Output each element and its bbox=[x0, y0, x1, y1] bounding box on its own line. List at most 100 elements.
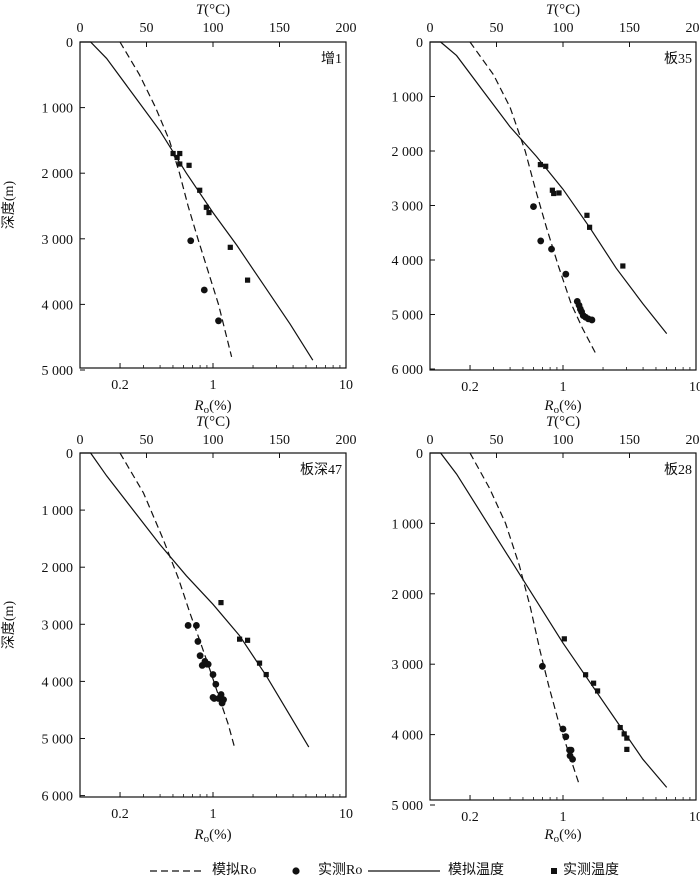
plot-frame bbox=[79, 452, 347, 798]
ro-tick-label: 1 bbox=[210, 807, 217, 822]
measured-ro-point bbox=[184, 622, 192, 629]
measured-temperature-point bbox=[186, 162, 192, 168]
temperature-tick-label: 150 bbox=[269, 433, 290, 448]
plot-frame bbox=[79, 41, 347, 369]
ro-axis-title-symbol: R bbox=[193, 398, 203, 414]
measured-temperature-point bbox=[237, 636, 243, 642]
temperature-axis-title-symbol: T bbox=[546, 2, 556, 18]
measured-temperature-point bbox=[203, 204, 209, 210]
measured-ro-point bbox=[218, 699, 226, 707]
ro-axis-title: Ro(%) bbox=[543, 398, 581, 416]
measured-temperature-point bbox=[617, 724, 623, 731]
plot-frame bbox=[429, 452, 697, 801]
depth-axis-title: 深度(m) bbox=[1, 181, 17, 230]
measured-temperature-point bbox=[620, 263, 626, 269]
depth-tick-label: 1 000 bbox=[392, 91, 424, 106]
measured-ro-point bbox=[215, 317, 222, 325]
temperature-tick-label: 50 bbox=[140, 21, 154, 36]
simulated-temperature-line bbox=[430, 452, 668, 788]
ro-axis-title-unit: (%) bbox=[559, 827, 582, 843]
ro-axis-title-symbol: R bbox=[543, 398, 553, 414]
temperature-tick-label: 150 bbox=[619, 433, 640, 448]
depth-tick-label: 0 bbox=[66, 447, 73, 462]
ro-axis-title: Ro(%) bbox=[193, 827, 231, 845]
depth-tick-label: 2 000 bbox=[42, 167, 74, 182]
ro-tick-label: 10 bbox=[339, 807, 353, 822]
depth-tick-label: 5 000 bbox=[392, 799, 424, 814]
depth-tick-label: 4 000 bbox=[392, 254, 424, 269]
temperature-tick-label: 200 bbox=[336, 21, 357, 36]
temperature-tick-label: 150 bbox=[619, 21, 640, 36]
depth-tick-label: 4 000 bbox=[42, 675, 74, 690]
panel-3: 0 50 100 150 200 T(°C) 0 1 000 2 000 3 000 4 000 5 … bbox=[1, 414, 357, 845]
well-label: 增1 bbox=[321, 51, 342, 67]
measured-temperature-point bbox=[256, 660, 263, 666]
well-label: 板28 bbox=[664, 462, 692, 478]
temperature-tick-label: 0 bbox=[77, 433, 84, 448]
measured-temperature-point bbox=[624, 746, 630, 752]
ro-axis-title-unit: (%) bbox=[559, 398, 582, 414]
temperature-tick-label: 50 bbox=[490, 433, 504, 448]
temperature-tick-label: 150 bbox=[269, 21, 290, 36]
measured-ro-point bbox=[569, 755, 576, 763]
legend-label-measured-temperature: 实测温度 bbox=[563, 863, 619, 878]
legend-label-measured-ro: 实测Ro bbox=[318, 863, 363, 878]
measured-ro-point bbox=[196, 652, 204, 660]
ro-axis-title-subscript: o bbox=[554, 833, 560, 845]
ro-axis-title-subscript: o bbox=[554, 404, 560, 416]
measured-temperature-point bbox=[537, 162, 543, 168]
measured-ro-point bbox=[537, 237, 545, 245]
depth-axis-title: 深度(m) bbox=[1, 601, 17, 650]
temperature-tick-label: 0 bbox=[427, 433, 434, 448]
ro-tick-label: 0.2 bbox=[461, 810, 479, 825]
measured-temperature-point bbox=[584, 212, 590, 218]
measured-temperature-point bbox=[197, 187, 203, 193]
depth-tick-label: 3 000 bbox=[42, 233, 74, 248]
measured-ro-point bbox=[192, 622, 200, 629]
depth-tick-label: 0 bbox=[416, 447, 423, 462]
ro-tick-label: 10 bbox=[339, 378, 353, 393]
depth-tick-label: 1 000 bbox=[392, 517, 424, 532]
simulated-ro-line bbox=[469, 41, 596, 353]
measured-ro-point bbox=[559, 725, 567, 733]
measured-temperature-point bbox=[177, 161, 183, 167]
temperature-tick-label: 200 bbox=[686, 433, 700, 448]
measured-temperature-point bbox=[263, 671, 269, 678]
temperature-tick-label: 200 bbox=[686, 21, 700, 36]
measured-temperature-point bbox=[174, 154, 180, 161]
measured-temperature-point bbox=[551, 190, 557, 197]
measured-temperature-point bbox=[543, 163, 549, 169]
ro-axis-title-unit: (%) bbox=[209, 398, 232, 414]
simulated-ro-line bbox=[469, 452, 580, 785]
measured-temperature-point bbox=[177, 150, 183, 157]
well-label: 板深47 bbox=[300, 462, 342, 478]
legend-swatches bbox=[150, 867, 557, 875]
measured-temperature-point bbox=[561, 636, 567, 642]
depth-tick-label: 5 000 bbox=[42, 733, 74, 748]
depth-tick-label: 6 000 bbox=[392, 363, 424, 378]
measured-ro-point bbox=[200, 286, 208, 294]
well-label: 板35 bbox=[664, 51, 692, 67]
measured-temperature-point bbox=[621, 731, 627, 737]
simulated-temperature-line bbox=[80, 41, 314, 361]
depth-tick-label: 5 000 bbox=[42, 364, 74, 379]
ro-tick-label: 1 bbox=[560, 810, 567, 825]
depth-tick-label: 3 000 bbox=[392, 200, 424, 215]
temperature-tick-label: 0 bbox=[427, 21, 434, 36]
ro-tick-label: 10 bbox=[689, 810, 700, 825]
measured-temperature-point bbox=[227, 244, 233, 250]
ro-tick-label: 1 bbox=[210, 378, 217, 393]
ro-axis-title-unit: (%) bbox=[209, 827, 232, 843]
measured-temperature-point bbox=[556, 190, 562, 196]
depth-tick-label: 0 bbox=[66, 36, 73, 51]
ro-tick-label: 0.2 bbox=[111, 807, 129, 822]
temperature-axis-title: T(°C) bbox=[546, 414, 580, 430]
legend-square-swatch bbox=[551, 868, 557, 874]
measured-temperature-point bbox=[594, 688, 601, 694]
measured-ro-point bbox=[562, 270, 570, 278]
simulated-temperature-line bbox=[80, 452, 310, 748]
legend: 模拟Ro 实测Ro 模拟温度 实测温度 bbox=[0, 858, 700, 886]
temperature-axis-title-unit: (°C) bbox=[204, 414, 230, 430]
measured-ro-point bbox=[187, 237, 195, 245]
